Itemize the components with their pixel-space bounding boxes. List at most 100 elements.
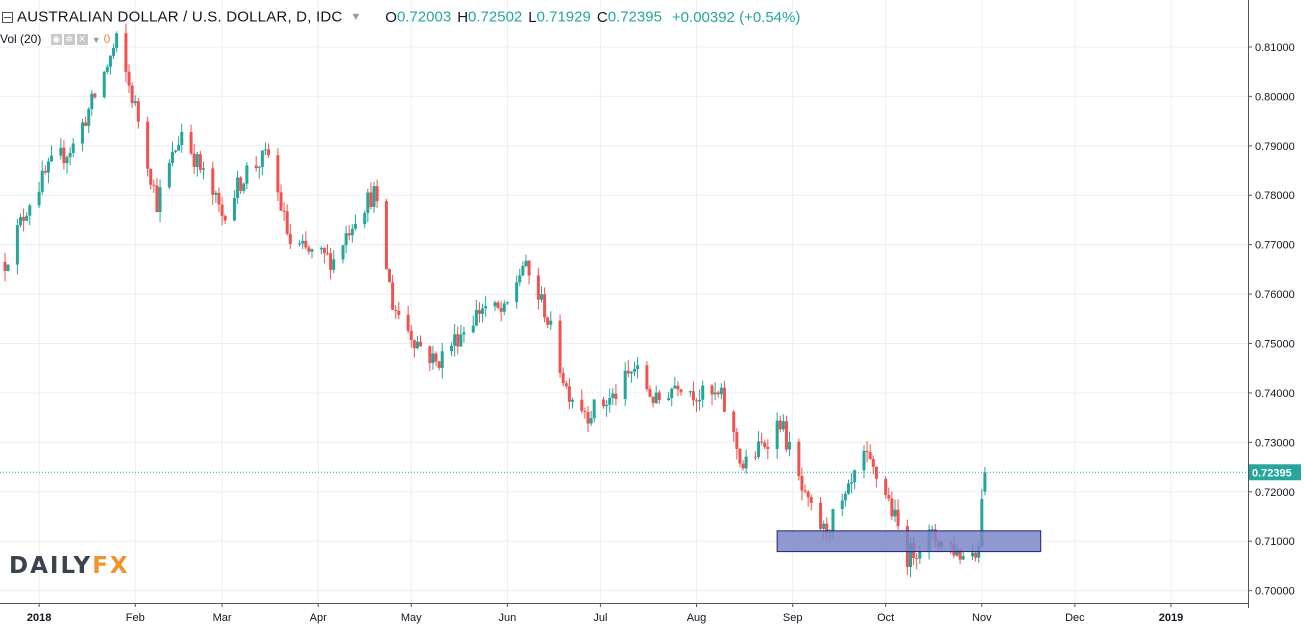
candle-body bbox=[518, 275, 522, 283]
candle-body bbox=[174, 150, 178, 152]
volume-label: Vol (20) bbox=[0, 32, 42, 46]
candle-body bbox=[800, 476, 804, 491]
time-tick-label: 2018 bbox=[27, 612, 51, 624]
open-value: 0.72003 bbox=[396, 8, 452, 26]
candle-body bbox=[409, 330, 413, 340]
collapse-icon[interactable] bbox=[2, 11, 13, 23]
last-price-tag bbox=[1249, 464, 1301, 481]
candle-body bbox=[611, 393, 615, 398]
candle-body bbox=[893, 509, 897, 517]
candle-body bbox=[868, 452, 872, 459]
candle-body bbox=[843, 493, 847, 501]
candle-body bbox=[198, 154, 202, 170]
candle-body bbox=[81, 122, 85, 144]
candle-body bbox=[3, 261, 7, 271]
candle-body bbox=[614, 393, 618, 400]
logo-text-fx: FX bbox=[92, 553, 130, 579]
candle-body bbox=[319, 247, 323, 250]
candle-body bbox=[369, 192, 373, 207]
candle-body bbox=[177, 144, 181, 151]
candle-body bbox=[667, 398, 671, 401]
candle-body bbox=[105, 66, 109, 72]
candle-body bbox=[645, 365, 649, 390]
candle-body bbox=[546, 317, 550, 325]
candle-body bbox=[549, 320, 553, 325]
high-label: H bbox=[457, 8, 469, 26]
candle-body bbox=[239, 177, 243, 191]
price-tick-label: 0.79000 bbox=[1255, 141, 1295, 153]
candle-body bbox=[15, 225, 19, 265]
candle-body bbox=[819, 502, 823, 529]
candle-body bbox=[474, 309, 478, 326]
price-tick-label: 0.70000 bbox=[1255, 586, 1295, 598]
candle-body bbox=[282, 210, 286, 212]
candle-body bbox=[180, 132, 184, 145]
candle-body bbox=[84, 122, 88, 126]
candle-body bbox=[583, 410, 587, 413]
dropdown-caret-icon[interactable]: ▼ bbox=[350, 11, 362, 24]
candle-body bbox=[214, 192, 218, 195]
candle-body bbox=[232, 198, 236, 221]
candle-body bbox=[809, 497, 813, 503]
settings-icon[interactable]: ✲ bbox=[63, 34, 75, 46]
candle-body bbox=[524, 260, 528, 267]
candle-body bbox=[744, 456, 748, 469]
candle-body bbox=[691, 391, 695, 401]
candle-body bbox=[285, 211, 289, 234]
candle-body bbox=[329, 253, 333, 270]
volume-caret-icon[interactable]: ▼ bbox=[91, 34, 101, 45]
candle-body bbox=[146, 121, 150, 169]
candle-body bbox=[822, 523, 826, 529]
candle-body bbox=[580, 399, 584, 411]
candle-body bbox=[276, 155, 280, 193]
candle-body bbox=[462, 332, 466, 335]
candle-body bbox=[93, 93, 97, 98]
candle-body bbox=[133, 101, 137, 104]
candle-body bbox=[648, 389, 652, 397]
candle-body bbox=[245, 165, 249, 184]
candle-body bbox=[19, 217, 23, 226]
candle-body bbox=[502, 303, 506, 312]
candle-body bbox=[527, 260, 531, 276]
time-tick-label: May bbox=[401, 612, 422, 624]
candle-body bbox=[797, 441, 801, 477]
last-price-tag-label: 0.72395 bbox=[1252, 467, 1292, 479]
candle-body bbox=[608, 397, 612, 405]
close-value: 0.72395 bbox=[607, 8, 662, 26]
candle-body bbox=[775, 420, 779, 449]
candle-body bbox=[862, 450, 866, 471]
candle-body bbox=[908, 542, 912, 568]
candle-body bbox=[108, 55, 112, 67]
candle-body bbox=[353, 224, 357, 229]
time-tick-label: Aug bbox=[687, 612, 707, 624]
candle-body bbox=[192, 153, 196, 167]
candle-body bbox=[592, 399, 596, 419]
candle-body bbox=[127, 71, 131, 86]
close-icon[interactable]: ✕ bbox=[76, 34, 88, 46]
candle-body bbox=[391, 282, 395, 310]
eye-icon[interactable]: ◉ bbox=[50, 34, 62, 46]
price-tick-label: 0.78000 bbox=[1255, 190, 1295, 202]
candle-body bbox=[375, 186, 379, 202]
logo-text-daily: DAILY bbox=[9, 553, 93, 579]
candle-body bbox=[326, 253, 330, 255]
candle-body bbox=[397, 310, 401, 315]
price-tick-label: 0.77000 bbox=[1255, 240, 1295, 252]
candle-body bbox=[189, 132, 193, 154]
candle-body bbox=[766, 447, 770, 449]
candle-body bbox=[570, 399, 574, 402]
candle-body bbox=[350, 228, 354, 236]
candle-body bbox=[536, 275, 540, 300]
candle-body bbox=[605, 404, 609, 407]
candle-body bbox=[217, 192, 221, 205]
candle-body bbox=[623, 370, 627, 400]
candle-body bbox=[347, 233, 351, 236]
candle-body bbox=[155, 185, 159, 213]
candle-body bbox=[874, 466, 878, 479]
candle-body bbox=[46, 161, 50, 173]
candle-body bbox=[167, 162, 171, 188]
symbol-title: AUSTRALIAN DOLLAR / U.S. DOLLAR, D, IDC bbox=[17, 8, 343, 26]
candle-body bbox=[589, 418, 593, 424]
candle-body bbox=[586, 412, 590, 424]
